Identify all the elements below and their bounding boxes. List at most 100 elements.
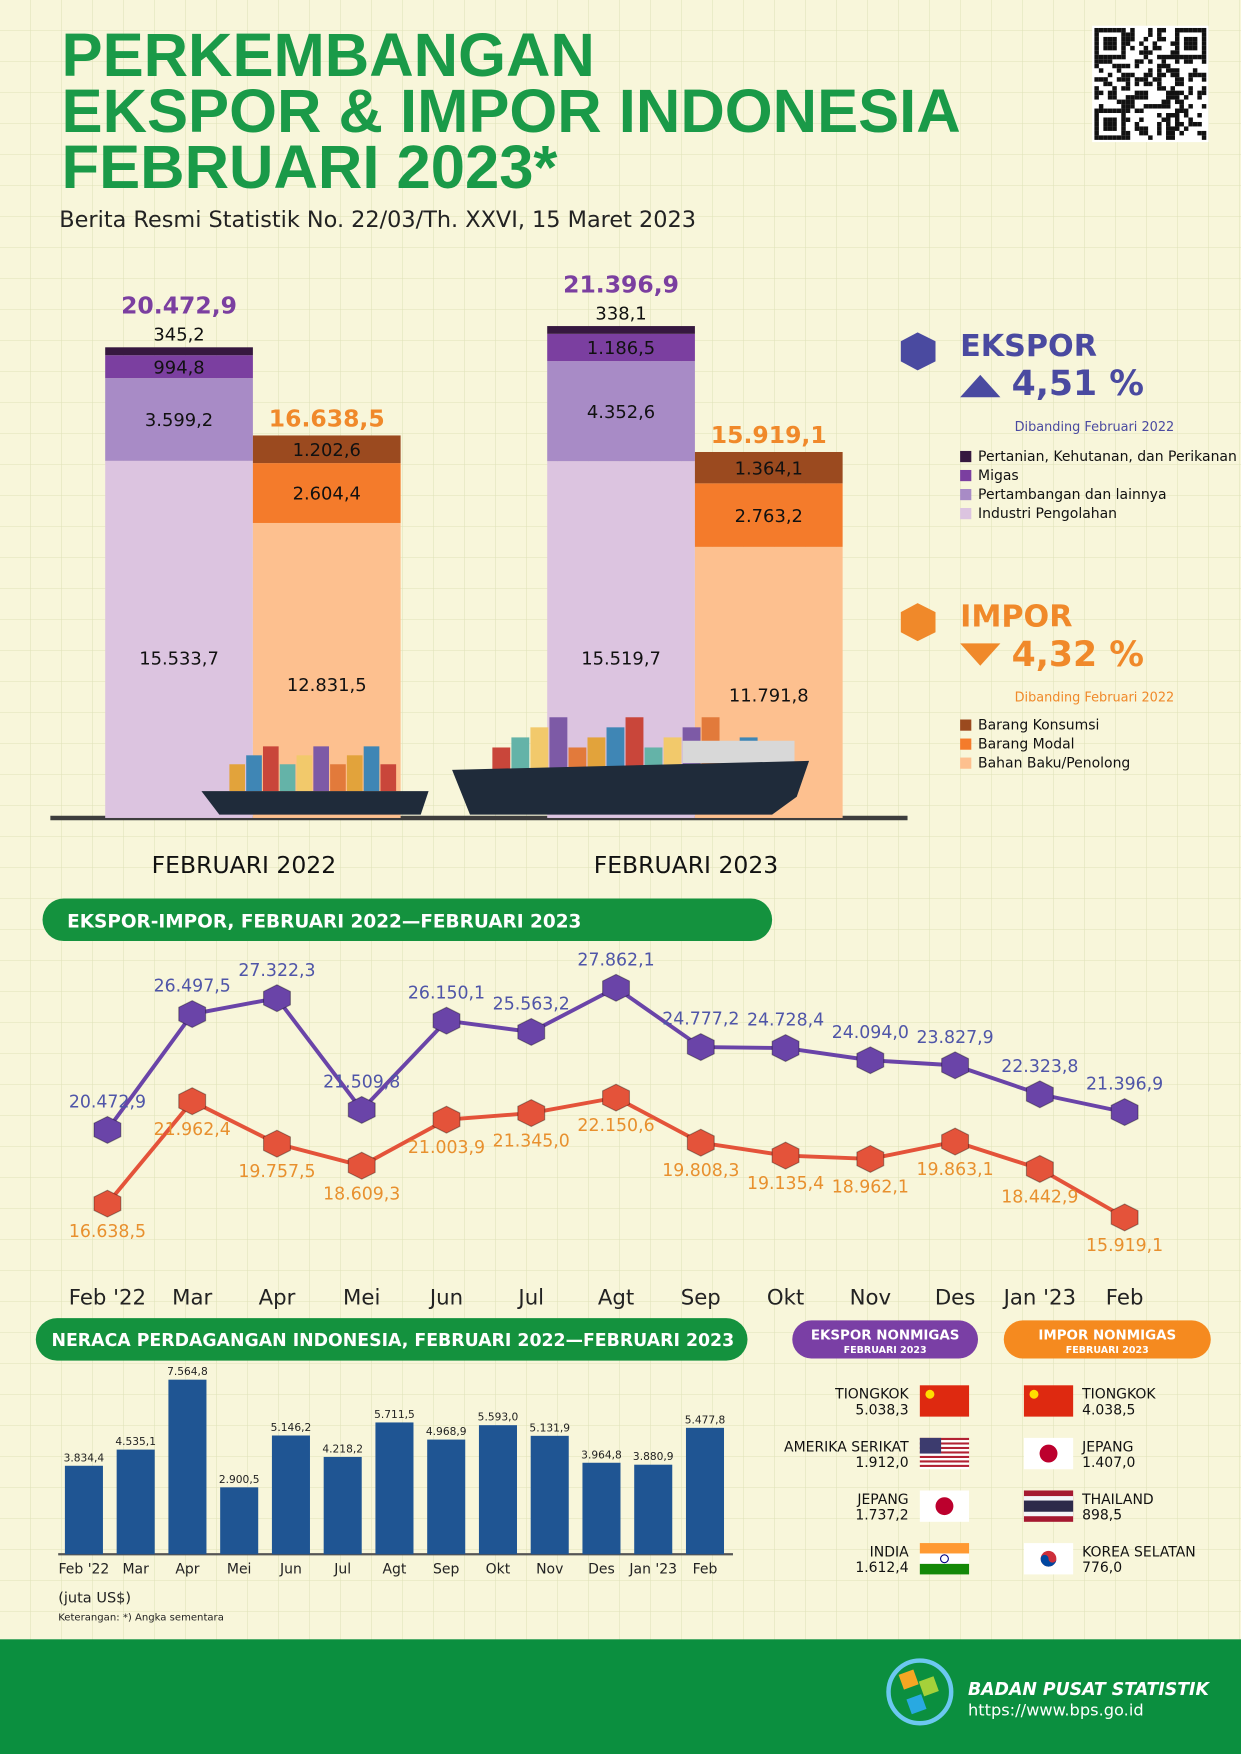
section-title: EKSPOR-IMPOR, FEBRUARI 2022—FEBRUARI 202… bbox=[67, 912, 581, 933]
point-marker bbox=[1110, 1098, 1139, 1127]
qr-cell bbox=[1183, 126, 1189, 131]
qr-cell bbox=[1188, 45, 1193, 51]
qr-cell bbox=[1161, 54, 1167, 60]
qr-cell bbox=[1094, 50, 1099, 55]
point-marker bbox=[1025, 1154, 1054, 1183]
bar-segment bbox=[547, 333, 695, 362]
flag-part bbox=[919, 1437, 942, 1454]
flag-part bbox=[919, 1455, 970, 1459]
flag-part bbox=[919, 1453, 970, 1456]
qr-cell bbox=[1130, 32, 1135, 37]
flag-part bbox=[919, 1440, 970, 1443]
qr-cell bbox=[1125, 130, 1131, 136]
point-marker bbox=[262, 1129, 291, 1158]
flag-part bbox=[919, 1543, 970, 1554]
footer-url[interactable]: https://www.bps.go.id bbox=[968, 1700, 1144, 1719]
qr-cell bbox=[1094, 36, 1099, 42]
partner-country: AMERIKA SERIKAT bbox=[784, 1439, 909, 1455]
container bbox=[246, 755, 262, 792]
qr-cell bbox=[1121, 72, 1126, 78]
note: Keterangan: *) Angka sementara bbox=[58, 1612, 224, 1623]
cube-face bbox=[900, 603, 936, 642]
bar-value-label: 15.519,7 bbox=[581, 649, 661, 670]
container bbox=[363, 746, 380, 792]
bar-value-label: 3.964,8 bbox=[581, 1448, 622, 1461]
legend-swatch bbox=[960, 738, 972, 750]
qr-cell bbox=[1107, 45, 1113, 51]
legend-swatch bbox=[960, 719, 972, 731]
qr-cell bbox=[1192, 121, 1198, 127]
title-line: FEBRUARI 2023* bbox=[62, 133, 558, 202]
qr-cell bbox=[1121, 27, 1126, 33]
qr-cell bbox=[1094, 117, 1099, 122]
legend-swatch bbox=[960, 450, 972, 463]
qr-cell bbox=[1103, 121, 1108, 127]
qr-cell bbox=[1107, 54, 1113, 60]
point-marker bbox=[178, 1087, 207, 1116]
qr-cell bbox=[1116, 135, 1122, 140]
point-label: 23.827,9 bbox=[917, 1028, 994, 1048]
point-label: 20.472,9 bbox=[69, 1093, 146, 1113]
qr-cell bbox=[1121, 130, 1126, 136]
x-tick-label: Feb bbox=[1106, 1286, 1144, 1311]
qr-cell bbox=[1103, 77, 1108, 82]
qr-cell bbox=[1174, 45, 1180, 51]
qr-cell bbox=[1161, 27, 1167, 33]
partner-title: IMPOR NONMIGAS bbox=[1038, 1328, 1176, 1343]
point-marker bbox=[771, 1033, 800, 1063]
qr-cell bbox=[1121, 50, 1126, 55]
point-marker bbox=[941, 1127, 970, 1156]
point-label: 19.863,1 bbox=[917, 1160, 994, 1180]
bar-value-label: 1.202,6 bbox=[293, 440, 361, 461]
legend-swatch bbox=[960, 508, 972, 520]
qr-cell bbox=[1174, 32, 1180, 37]
legend-swatch bbox=[960, 488, 972, 501]
bar-value-label: 3.834,4 bbox=[64, 1451, 105, 1464]
qr-cell bbox=[1116, 63, 1122, 69]
qr-cell bbox=[1201, 27, 1207, 33]
bar-value-label: 3.599,2 bbox=[145, 410, 213, 431]
container bbox=[549, 717, 568, 784]
qr-cell bbox=[1174, 27, 1180, 33]
qr-cell bbox=[1188, 36, 1193, 42]
qr-cell bbox=[1183, 108, 1189, 114]
qr-cell bbox=[1112, 63, 1117, 69]
bar-value-label: 5.146,2 bbox=[271, 1421, 312, 1434]
bar-value-label: 2.604,4 bbox=[293, 484, 361, 505]
qr-cell bbox=[1166, 68, 1171, 73]
bar-segment bbox=[105, 355, 253, 379]
qr-cell bbox=[1094, 45, 1099, 51]
qr-cell bbox=[1157, 63, 1162, 69]
qr-cell bbox=[1183, 113, 1189, 118]
qr-cell bbox=[1161, 63, 1167, 69]
qr-cell bbox=[1170, 135, 1175, 140]
point-marker bbox=[941, 1051, 970, 1080]
qr-cell bbox=[1143, 72, 1149, 78]
point-label: 19.757,5 bbox=[238, 1162, 315, 1182]
qr-cell bbox=[1152, 104, 1158, 109]
qr-cell bbox=[1107, 27, 1113, 33]
point-label: 19.808,3 bbox=[662, 1161, 739, 1181]
container bbox=[229, 764, 246, 792]
qr-cell bbox=[1188, 104, 1193, 109]
qr-cell bbox=[1197, 130, 1202, 136]
qr-cell bbox=[1192, 54, 1198, 60]
qr-cell bbox=[1192, 68, 1198, 73]
legend-label: Migas bbox=[978, 468, 1019, 484]
x-tick-label: Sep bbox=[681, 1286, 721, 1311]
bar bbox=[530, 1435, 569, 1555]
qr-cell bbox=[1116, 27, 1122, 33]
x-tick-label: Des bbox=[935, 1286, 976, 1311]
point-marker bbox=[771, 1141, 800, 1170]
qr-cell bbox=[1148, 59, 1153, 64]
bar bbox=[64, 1465, 103, 1555]
qr-cell bbox=[1188, 77, 1193, 82]
legend-label: Barang Konsumsi bbox=[978, 718, 1099, 734]
qr-cell bbox=[1157, 77, 1162, 82]
qr-cell bbox=[1098, 108, 1104, 114]
qr-cell bbox=[1134, 121, 1140, 127]
qr-cell bbox=[1157, 86, 1162, 91]
bar-value-label: 2.900,5 bbox=[219, 1473, 260, 1486]
x-tick-label: Apr bbox=[175, 1561, 199, 1577]
qr-cell bbox=[1094, 54, 1099, 60]
